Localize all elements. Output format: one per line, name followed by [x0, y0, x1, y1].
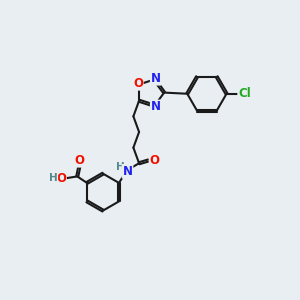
Text: O: O: [56, 172, 66, 184]
Text: N: N: [151, 100, 161, 113]
Text: Cl: Cl: [238, 87, 251, 100]
Text: O: O: [149, 154, 160, 167]
Text: H: H: [116, 162, 125, 172]
Text: N: N: [122, 165, 133, 178]
Text: H: H: [49, 173, 57, 183]
Text: O: O: [133, 77, 143, 90]
Text: N: N: [151, 72, 161, 85]
Text: O: O: [75, 154, 85, 167]
